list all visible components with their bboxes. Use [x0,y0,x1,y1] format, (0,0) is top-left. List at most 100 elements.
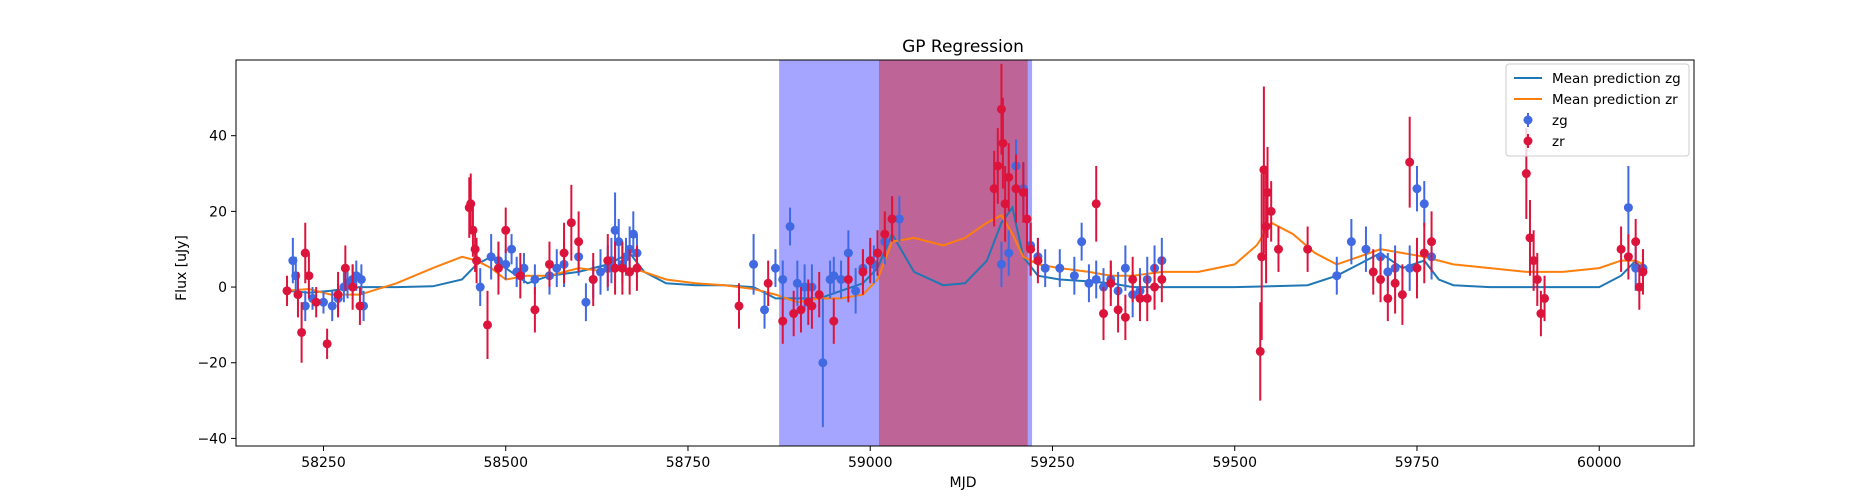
zr-point [858,267,868,277]
zr-point [1273,244,1283,254]
zg-point [894,214,904,224]
zg-point [1120,263,1130,273]
zr-point [530,305,540,315]
zr-point [1018,187,1028,197]
zr-point [1142,293,1152,303]
zr-point [566,218,576,228]
zr-point [297,327,307,337]
zr-point [1026,244,1036,254]
zr-point [282,286,292,296]
zr-point [989,184,999,194]
zr-point [734,301,744,311]
zg-point [530,274,540,284]
zg-point [581,297,591,307]
zr-point [1128,274,1138,284]
zr-point [574,237,584,247]
zg-point [507,244,517,254]
zg-point [475,282,485,292]
zg-point [628,229,638,239]
zr-point [1412,263,1422,273]
x-tick-label: 59500 [1212,455,1257,471]
zr-point [1004,172,1014,182]
zr-point [483,320,493,330]
y-tick-label: −40 [197,431,227,447]
zr-point [544,259,554,269]
zr-point [829,316,839,326]
zr-point [789,309,799,319]
zg-point [1332,271,1342,281]
legend-label: zr [1552,134,1565,150]
zg-point [1055,263,1065,273]
zg-point [610,225,620,235]
zr-point [493,263,503,273]
zg-point [1623,203,1633,213]
legend: Mean prediction zg Mean prediction zr zg zr [1505,63,1690,157]
zr-point [1540,293,1550,303]
zr-point [348,282,358,292]
zr-point [1266,206,1276,216]
zr-point [617,263,627,273]
zr-point [515,271,525,281]
zr-point [1532,274,1542,284]
zg-point [778,274,788,284]
y-tick-label: −20 [197,356,227,372]
x-tick-label: 58500 [483,455,528,471]
zr-point [1525,233,1535,243]
y-tick-label: 20 [209,204,227,220]
zr-point [610,263,620,273]
zg-point [1040,263,1050,273]
zr-point [1634,282,1644,292]
zr-point [470,244,480,254]
zg-point [829,271,839,281]
zr-point [1383,293,1393,303]
zg-point [770,263,780,273]
zg-point [792,278,802,288]
zg-point [818,358,828,368]
zg-point [519,263,529,273]
zg-point [836,274,846,284]
zg-point [356,274,366,284]
zg-point [1077,237,1087,247]
x-tick-label: 59250 [1030,455,1075,471]
plot-area: 58250 58500 58750 59000 59250 59500 59750 60000… [197,59,1695,471]
zr-point [814,290,824,300]
zr-point [1376,274,1386,284]
zr-point [807,301,817,311]
chart-title: GP Regression [902,37,1024,57]
zg-point [843,248,853,258]
zr-point [588,274,598,284]
zr-point [322,339,332,349]
zr-point [1000,199,1010,209]
zr-point [1257,252,1267,262]
zr-point [778,316,788,326]
y-tick-label: 0 [218,280,227,296]
zr-point [996,104,1006,114]
zg-point [318,297,328,307]
legend-label: Mean prediction zg [1552,71,1681,87]
zg-point [1069,271,1079,281]
zg-point [996,259,1006,269]
zr-point [1390,278,1400,288]
zr-point [1638,267,1648,277]
zr-point [1135,293,1145,303]
zg-point [1631,263,1641,273]
zr-point [300,248,310,258]
x-tick-label: 59750 [1395,455,1440,471]
zr-point [1022,214,1032,224]
zr-point [887,214,897,224]
zr-point [1536,309,1546,319]
zr-point [1427,237,1437,247]
zr-point [472,256,482,266]
zr-point [998,138,1008,148]
legend-label: zg [1552,113,1568,129]
zr-point [1623,252,1633,262]
zg-point [552,263,562,273]
legend-box [1505,63,1690,157]
zg-point [785,222,795,232]
zg-point [1004,248,1014,258]
zg-point [1346,237,1356,247]
zg-point [614,237,624,247]
zr-point [1091,199,1101,209]
zr-point [1631,237,1641,247]
zr-point [340,263,350,273]
